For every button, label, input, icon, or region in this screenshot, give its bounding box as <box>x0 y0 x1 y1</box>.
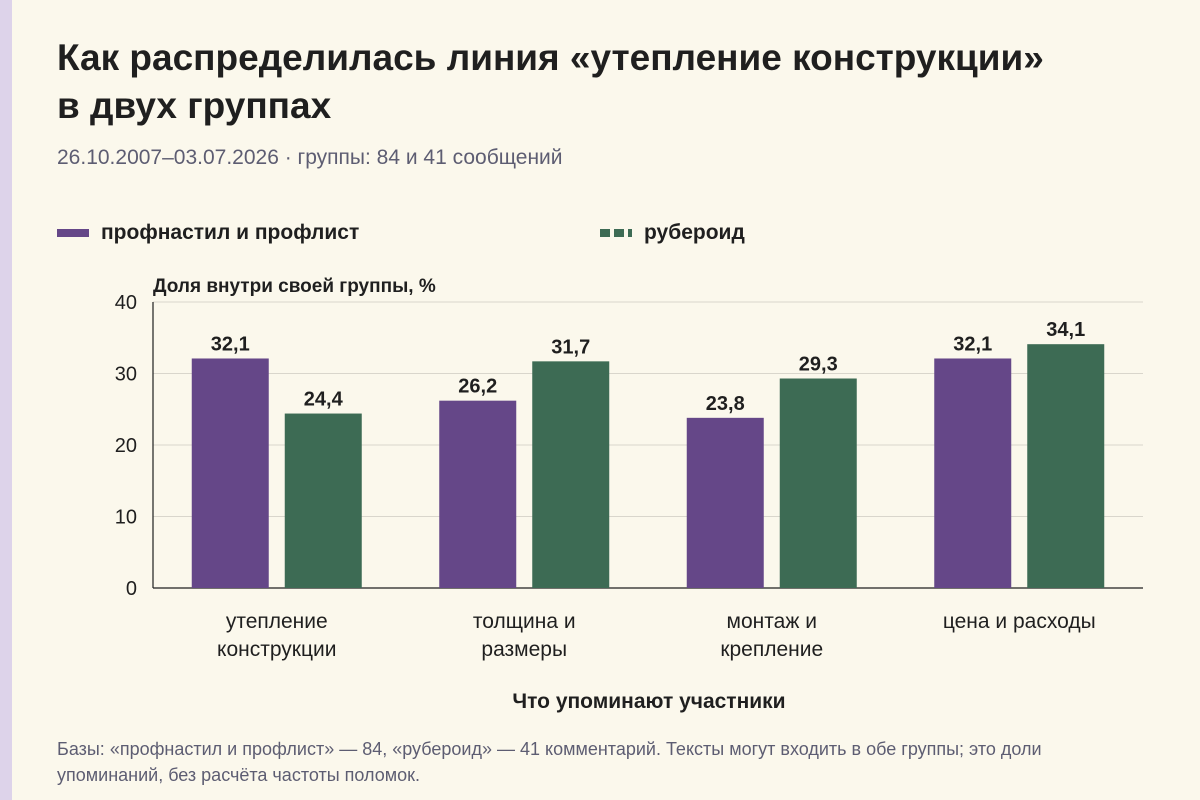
bar-value-label: 34,1 <box>1046 319 1085 341</box>
x-tick-label: монтаж и <box>727 610 817 633</box>
y-tick-label: 0 <box>126 578 137 600</box>
bar-value-label: 24,4 <box>304 389 344 411</box>
bar <box>191 358 269 588</box>
x-tick-label: толщина и <box>473 610 576 633</box>
side-accent-stripe <box>0 0 12 800</box>
legend-label-profnastil: профнастил и профлист <box>101 221 360 244</box>
legend-swatch-green <box>600 229 632 237</box>
y-tick-label: 20 <box>115 435 137 457</box>
bar <box>779 378 857 588</box>
bar <box>1027 344 1105 588</box>
chart-subtitle: 26.10.2007–03.07.2026 · группы: 84 и 41 … <box>57 146 563 169</box>
legend-swatch-purple <box>57 229 89 237</box>
y-axis-label: Доля внутри своей группы, % <box>153 276 436 297</box>
x-tick-label: крепление <box>720 638 823 661</box>
bar <box>532 361 610 588</box>
x-tick-label: размеры <box>481 638 567 661</box>
legend-label-ruberoid: рубероид <box>644 221 745 244</box>
legend-item-profnastil: профнастил и профлист <box>57 219 359 247</box>
y-tick-label: 40 <box>115 292 137 314</box>
x-tick-label: цена и расходы <box>943 610 1096 633</box>
bar-value-label: 31,7 <box>551 336 590 358</box>
bar-value-label: 32,1 <box>953 333 992 355</box>
x-tick-label: конструкции <box>217 638 336 661</box>
footnote: Базы: «профнастил и профлист» — 84, «руб… <box>57 739 1042 785</box>
bar <box>284 413 362 588</box>
x-axis-label: Что упоминают участники <box>512 690 785 713</box>
x-tick-label: утепление <box>226 610 328 633</box>
bar <box>439 400 517 588</box>
bar-value-label: 29,3 <box>799 354 838 376</box>
legend-item-ruberoid: рубероид <box>600 219 745 247</box>
bar-value-label: 23,8 <box>706 393 745 415</box>
y-tick-label: 30 <box>115 364 137 386</box>
bar-value-label: 26,2 <box>458 376 497 398</box>
bar <box>686 417 764 588</box>
chart-title: Как распределилась линия «утепление конс… <box>57 37 1044 126</box>
bar <box>934 358 1012 588</box>
y-tick-label: 10 <box>115 507 137 529</box>
bar-value-label: 32,1 <box>211 333 250 355</box>
